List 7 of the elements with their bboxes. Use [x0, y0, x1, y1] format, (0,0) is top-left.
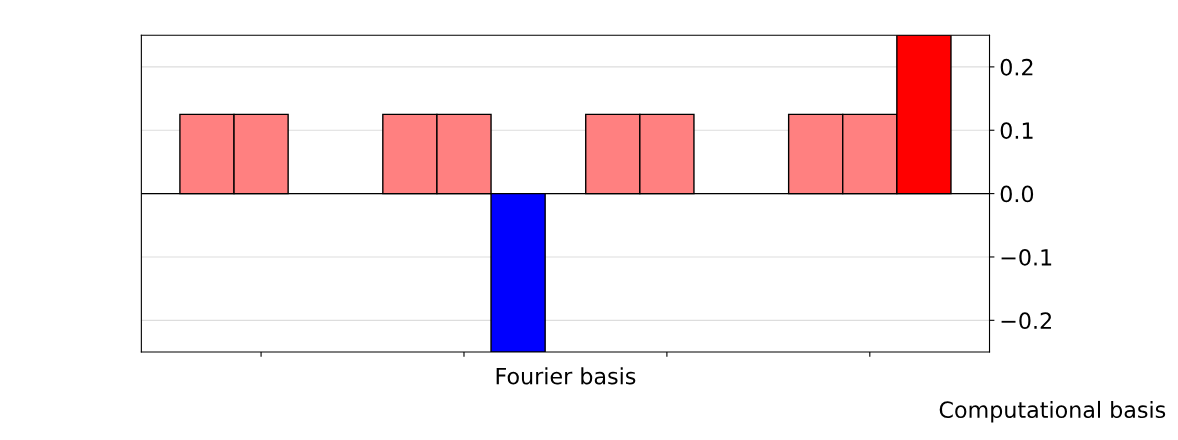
y-tick-label: 0.0	[1000, 185, 1034, 203]
y-tick-label: −0.1	[1001, 248, 1052, 266]
y-tick-label: 0.1	[1000, 122, 1033, 139]
text: Computational basis	[939, 400, 1166, 423]
y-tick-label: −0.2	[1001, 312, 1051, 330]
y-tick-label: 0.2	[1000, 58, 1033, 76]
x-axis-title: Fourier basis	[496, 367, 636, 385]
